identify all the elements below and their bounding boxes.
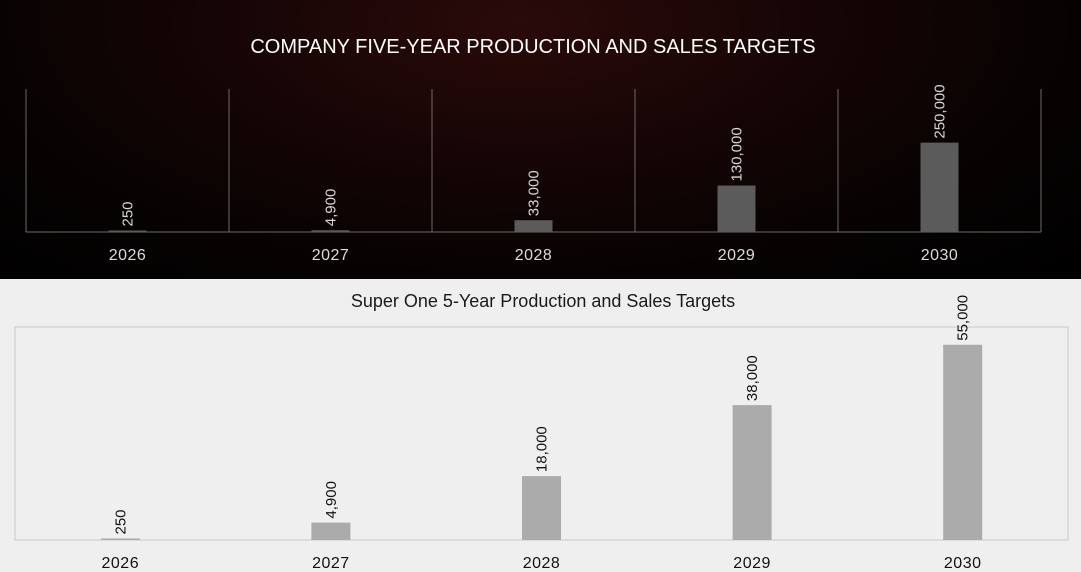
- bar-2030: [943, 344, 983, 540]
- x-tick-label: 2028: [523, 555, 561, 572]
- company-chart-panel: COMPANY FIVE-YEAR PRODUCTION AND SALES T…: [0, 0, 1081, 279]
- data-label: 33,000: [526, 170, 543, 216]
- bar-2028: [514, 220, 553, 232]
- data-label: 4,900: [323, 481, 340, 519]
- company-targets-chart: COMPANY FIVE-YEAR PRODUCTION AND SALES T…: [25, 36, 1042, 264]
- bar-2030: [920, 142, 959, 232]
- bar-2026: [108, 230, 147, 232]
- x-tick-label: 2026: [102, 555, 140, 572]
- data-label: 250: [120, 201, 137, 226]
- data-label: 130,000: [729, 127, 746, 181]
- data-label: 18,000: [534, 426, 551, 472]
- data-label: 250: [112, 509, 129, 534]
- bar-2029: [717, 185, 756, 232]
- bar-2028: [522, 476, 561, 540]
- x-tick-label: 2030: [921, 247, 959, 264]
- x-tick-label: 2030: [944, 555, 982, 572]
- super-one-chart-title: Super One 5-Year Production and Sales Ta…: [351, 291, 735, 311]
- x-tick-label: 2027: [312, 247, 350, 264]
- x-tick-label: 2028: [515, 247, 553, 264]
- super-one-targets-chart: Super One 5-Year Production and Sales Ta…: [14, 291, 1069, 572]
- x-tick-label: 2027: [312, 555, 350, 572]
- x-tick-label: 2029: [718, 247, 756, 264]
- x-tick-label: 2026: [109, 247, 147, 264]
- bar-2026: [100, 538, 140, 540]
- x-tick-label: 2029: [733, 555, 771, 572]
- bar-2029: [732, 405, 772, 540]
- data-label: 38,000: [744, 355, 761, 401]
- data-label: 55,000: [955, 295, 972, 341]
- data-label: 250,000: [932, 84, 949, 138]
- company-chart-title: COMPANY FIVE-YEAR PRODUCTION AND SALES T…: [250, 36, 815, 58]
- data-label: 4,900: [323, 189, 340, 227]
- bar-2027: [311, 230, 350, 232]
- super-one-chart-panel: Super One 5-Year Production and Sales Ta…: [0, 279, 1081, 572]
- bar-2027: [311, 522, 351, 540]
